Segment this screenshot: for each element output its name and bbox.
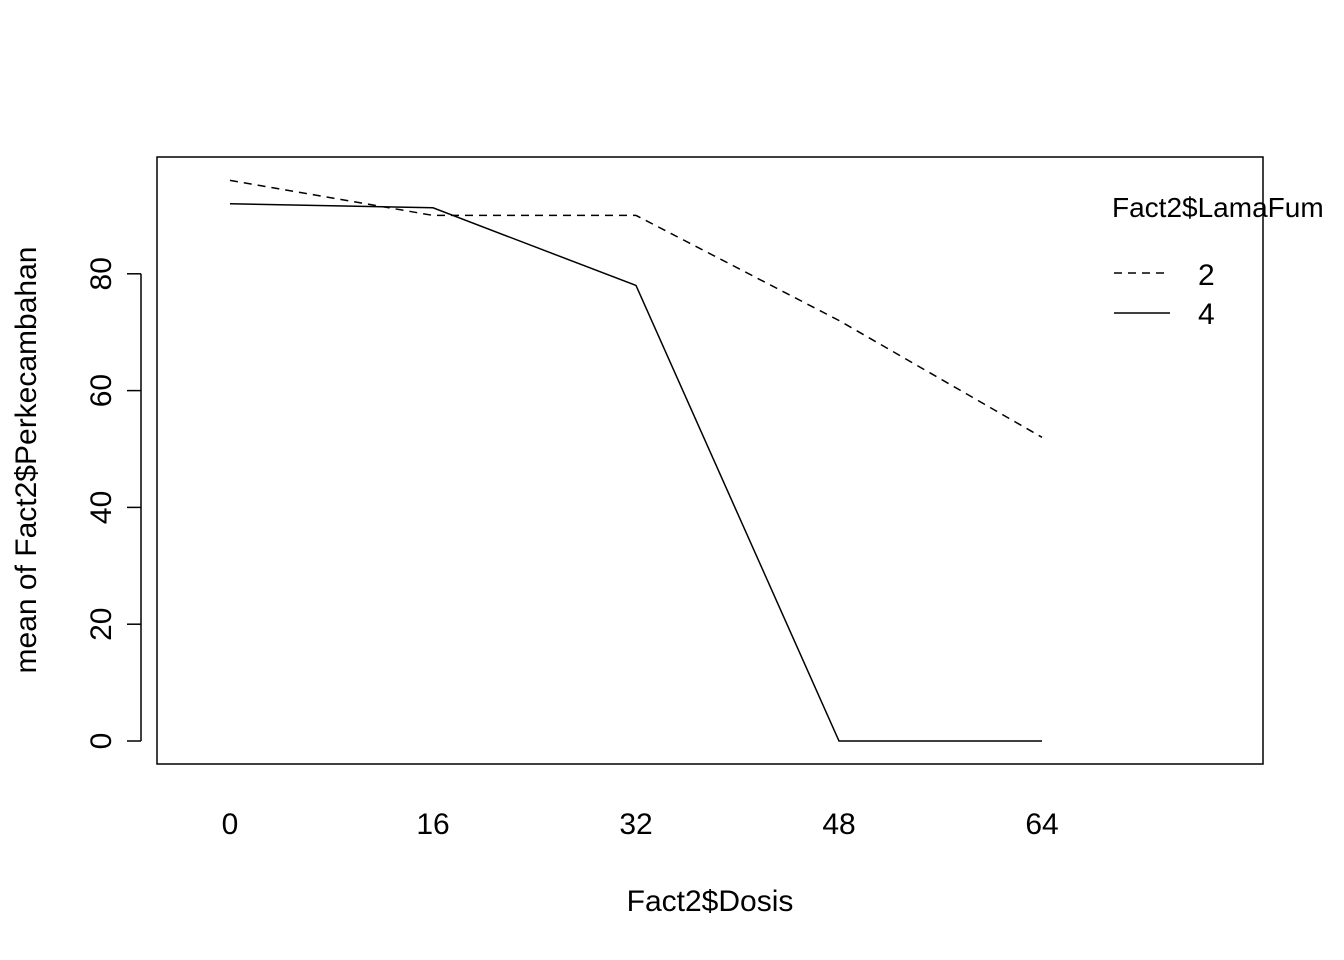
y-tick-label: 40 <box>85 491 118 524</box>
legend-label-series-4: 4 <box>1198 298 1215 331</box>
series-line-2 <box>229 179 1043 438</box>
x-axis-label: Fact2$Dosis <box>627 885 794 918</box>
y-tick-label: 80 <box>85 257 118 290</box>
legend-title: Fact2$LamaFum <box>1112 192 1324 223</box>
y-tick-label: 20 <box>85 608 118 641</box>
legend: Fact2$LamaFum 2 4 <box>1112 192 1324 331</box>
series-line-4 <box>229 202 1042 742</box>
x-tick-label: 16 <box>416 808 449 841</box>
x-tick-label: 64 <box>1025 808 1058 841</box>
x-tick-label: 32 <box>619 808 652 841</box>
x-tick-label: 48 <box>822 808 855 841</box>
y-tick-label: 0 <box>85 733 118 750</box>
y-axis-label: mean of Fact2$Perkecambahan <box>10 247 43 674</box>
plot-frame <box>156 156 1264 765</box>
y-tick-label: 60 <box>85 374 118 407</box>
x-tick-label: 0 <box>222 808 239 841</box>
legend-label-series-2: 2 <box>1198 259 1215 292</box>
x-axis: 0 16 32 48 64 <box>222 808 1059 841</box>
series-layer <box>229 179 1043 742</box>
y-axis: 0 20 40 60 80 <box>85 257 142 750</box>
